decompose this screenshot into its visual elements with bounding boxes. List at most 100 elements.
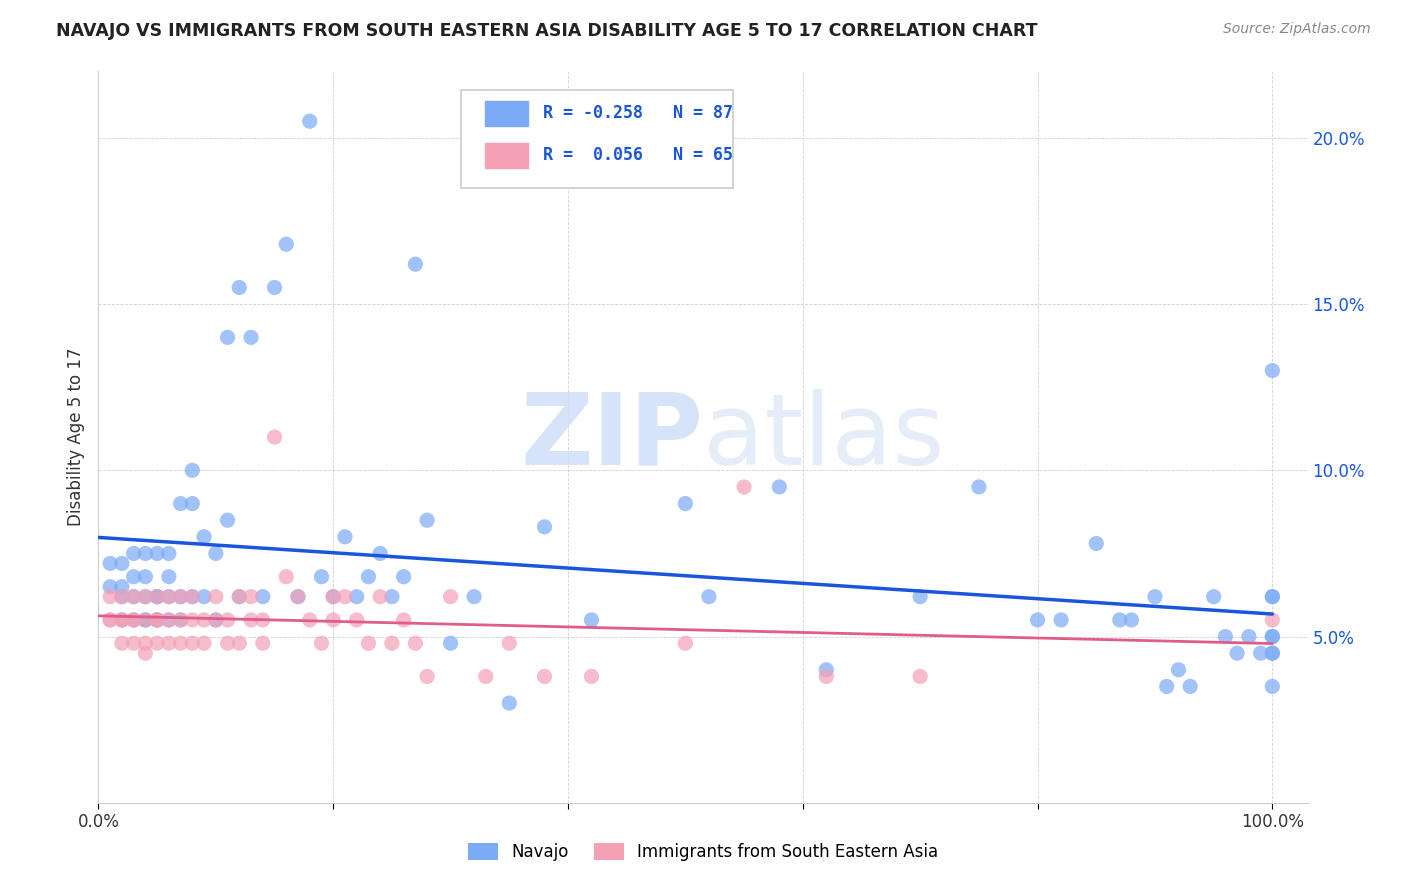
Point: [157, 613, 180, 627]
Point: [181, 497, 204, 511]
Point: [908, 669, 931, 683]
Bar: [485, 101, 527, 127]
Point: [217, 330, 239, 344]
Point: [193, 613, 215, 627]
Point: [252, 613, 274, 627]
Point: [169, 590, 191, 604]
Point: [381, 636, 404, 650]
Point: [240, 613, 263, 627]
Point: [498, 696, 520, 710]
Point: [1026, 613, 1049, 627]
Point: [169, 590, 191, 604]
Point: [217, 636, 239, 650]
Point: [1050, 613, 1073, 627]
Point: [134, 613, 156, 627]
Point: [1261, 590, 1284, 604]
Point: [146, 613, 169, 627]
Point: [134, 646, 156, 660]
Point: [181, 590, 204, 604]
Point: [146, 590, 169, 604]
Point: [1261, 680, 1284, 694]
Point: [346, 613, 368, 627]
Point: [252, 636, 274, 650]
Point: [322, 590, 344, 604]
FancyBboxPatch shape: [461, 90, 734, 188]
Point: [181, 463, 204, 477]
Point: [381, 590, 404, 604]
Point: [1261, 646, 1284, 660]
Point: [146, 546, 169, 560]
Point: [1261, 363, 1284, 377]
Y-axis label: Disability Age 5 to 17: Disability Age 5 to 17: [66, 348, 84, 526]
Point: [228, 280, 250, 294]
Point: [134, 590, 156, 604]
Point: [228, 636, 250, 650]
Point: [146, 613, 169, 627]
Point: [146, 636, 169, 650]
Point: [1237, 630, 1260, 644]
Point: [815, 669, 838, 683]
Point: [157, 636, 180, 650]
Point: [1143, 590, 1166, 604]
Point: [111, 557, 134, 571]
Point: [1215, 630, 1237, 644]
Point: [122, 546, 145, 560]
Point: [263, 430, 285, 444]
Point: [111, 590, 134, 604]
Point: [157, 570, 180, 584]
Point: [193, 590, 215, 604]
Point: [169, 613, 191, 627]
Point: [287, 590, 309, 604]
Point: [581, 613, 603, 627]
Point: [134, 613, 156, 627]
Point: [169, 497, 191, 511]
Point: [204, 590, 226, 604]
Point: [333, 530, 356, 544]
Point: [169, 636, 191, 650]
Point: [111, 613, 134, 627]
Text: ZIP: ZIP: [520, 389, 703, 485]
Point: [298, 613, 321, 627]
Point: [322, 590, 344, 604]
Point: [1085, 536, 1108, 550]
Point: [134, 590, 156, 604]
Point: [346, 590, 368, 604]
Point: [122, 613, 145, 627]
Point: [181, 590, 204, 604]
Point: [581, 669, 603, 683]
Legend: Navajo, Immigrants from South Eastern Asia: Navajo, Immigrants from South Eastern As…: [461, 836, 945, 868]
Point: [146, 613, 169, 627]
Point: [111, 590, 134, 604]
Point: [533, 669, 555, 683]
Point: [146, 590, 169, 604]
Point: [733, 480, 755, 494]
Point: [122, 636, 145, 650]
Point: [157, 590, 180, 604]
Point: [204, 613, 226, 627]
Point: [204, 613, 226, 627]
Point: [908, 590, 931, 604]
Point: [392, 613, 415, 627]
Point: [673, 497, 696, 511]
Point: [498, 636, 520, 650]
Point: [287, 590, 309, 604]
Point: [357, 570, 380, 584]
Point: [967, 480, 990, 494]
Point: [333, 590, 356, 604]
Point: [463, 590, 485, 604]
Point: [1167, 663, 1189, 677]
Point: [204, 546, 226, 560]
Point: [368, 590, 391, 604]
Point: [181, 636, 204, 650]
Point: [1202, 590, 1225, 604]
Point: [697, 590, 720, 604]
Point: [122, 590, 145, 604]
Point: [416, 669, 439, 683]
Point: [134, 546, 156, 560]
Point: [1180, 680, 1202, 694]
Point: [98, 613, 121, 627]
Text: R = -0.258   N = 87: R = -0.258 N = 87: [543, 104, 734, 122]
Point: [134, 636, 156, 650]
Point: [181, 613, 204, 627]
Point: [122, 613, 145, 627]
